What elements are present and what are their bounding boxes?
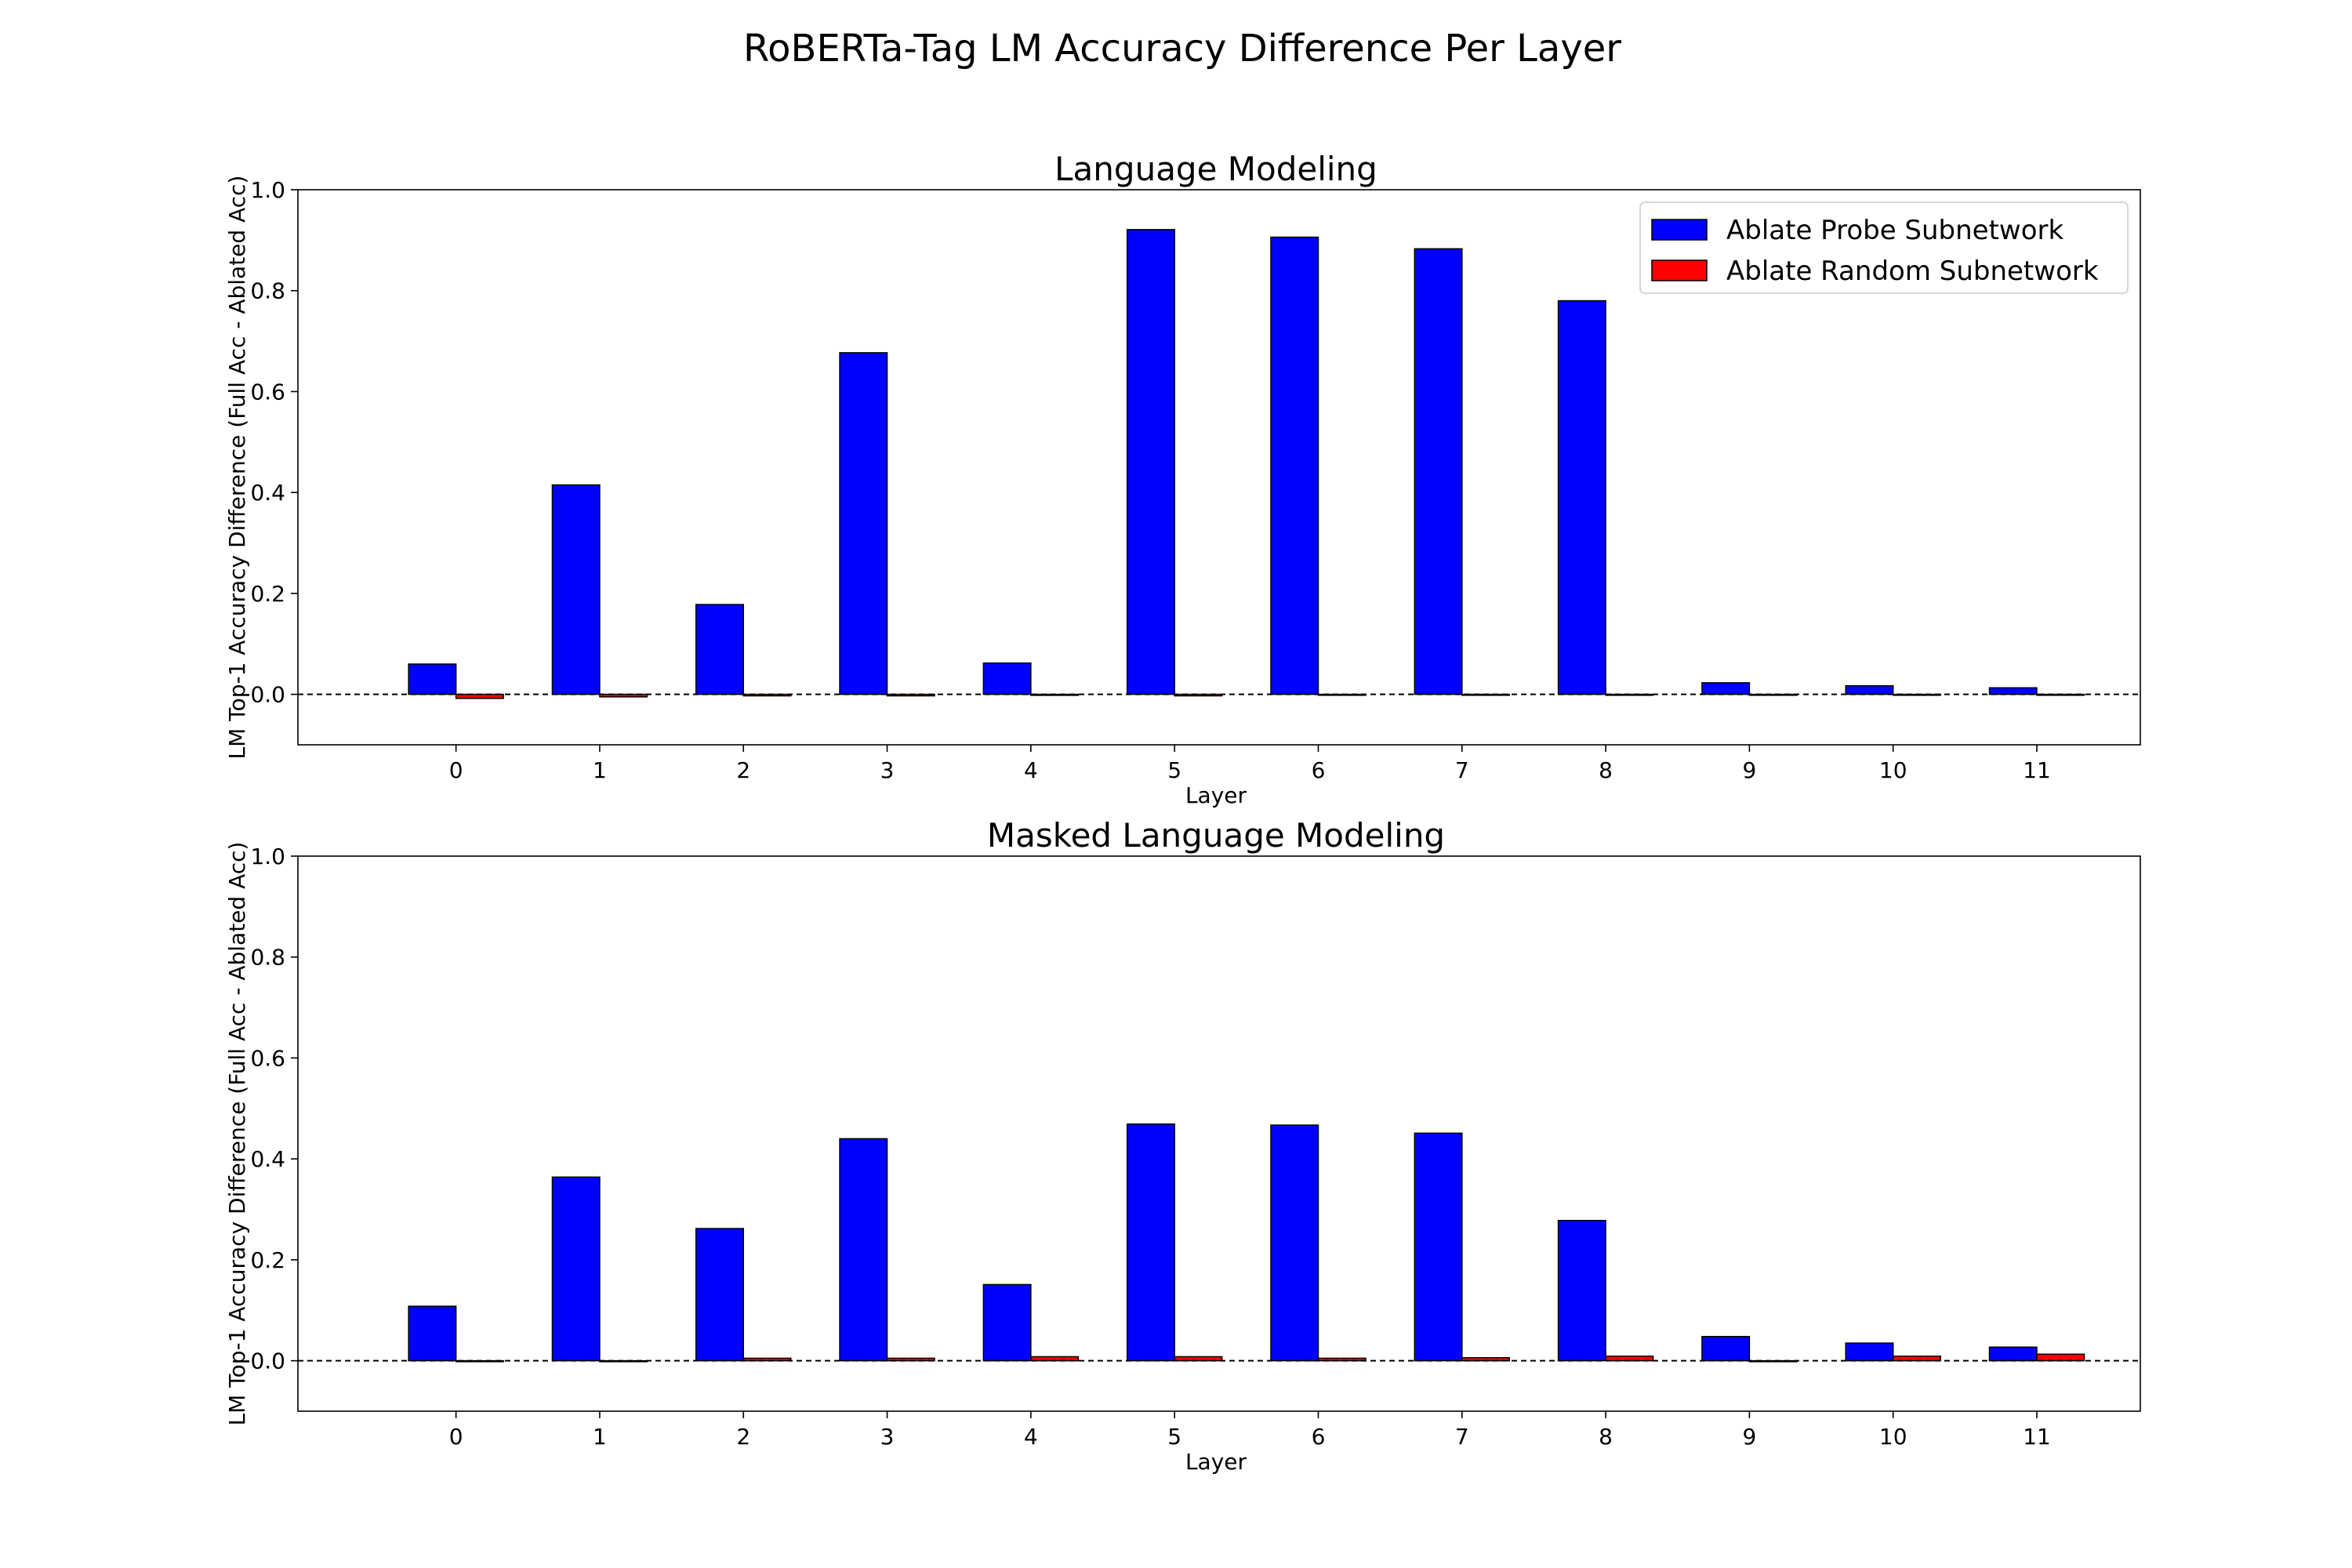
- bar: [982, 1283, 1032, 1362]
- bar: [1317, 1357, 1367, 1362]
- axes-frame: [297, 189, 2141, 746]
- x-tick-label: 8: [1599, 757, 1613, 783]
- x-tick-label: 7: [1455, 1424, 1469, 1450]
- bar: [1126, 1123, 1175, 1362]
- y-tick-label: 0.6: [250, 379, 285, 405]
- series-1: [408, 1123, 2038, 1362]
- bar: [599, 693, 648, 698]
- x-axis: 0 1 2 3 4 5 6 7 8 9 10 11: [449, 1411, 2051, 1450]
- bar: [839, 1138, 888, 1362]
- y-tick-label: 0.8: [250, 278, 285, 304]
- y-tick-label: 0.2: [250, 1247, 285, 1273]
- bar: [1845, 1342, 1894, 1362]
- subplot-1: Language Modeling 0.0 0.2 0.4 0.6 0.8 1.0 0 1 2 3 4…: [224, 150, 2141, 808]
- x-tick-label: 1: [593, 757, 607, 783]
- bar: [695, 604, 745, 695]
- bar: [551, 484, 601, 695]
- bar: [1126, 229, 1175, 695]
- figure-title: RoBERTa-Tag LM Accuracy Difference Per L…: [743, 27, 1621, 71]
- x-tick-label: 11: [2023, 757, 2051, 783]
- x-tick-label: 9: [1742, 757, 1756, 783]
- legend-label: Ablate Random Subnetwork: [1726, 256, 2099, 287]
- x-tick-label: 4: [1024, 1424, 1038, 1450]
- x-tick-label: 7: [1455, 757, 1469, 783]
- x-axis-label: Layer: [1185, 1449, 1247, 1475]
- bar: [1174, 1356, 1223, 1362]
- x-tick-label: 9: [1742, 1424, 1756, 1450]
- axes-frame: [297, 855, 2141, 1412]
- x-tick-label: 5: [1167, 757, 1181, 783]
- bar: [1701, 682, 1751, 695]
- subplot-title: Language Modeling: [1054, 150, 1377, 188]
- bar: [1414, 248, 1463, 695]
- x-tick-label: 3: [880, 757, 895, 783]
- bar: [408, 663, 457, 695]
- y-tick-label: 0.4: [250, 480, 285, 506]
- x-tick-label: 10: [1879, 757, 1907, 783]
- bar: [1988, 1346, 2038, 1362]
- legend-label: Ablate Probe Subnetwork: [1726, 215, 2064, 246]
- bar: [982, 662, 1032, 695]
- x-tick-label: 6: [1312, 757, 1326, 783]
- y-tick-label: 0.0: [250, 682, 285, 708]
- legend-swatch: [1651, 260, 1708, 281]
- bar: [1845, 684, 1894, 695]
- bar: [1414, 1132, 1463, 1362]
- x-tick-label: 2: [736, 757, 750, 783]
- y-axis-label: LM Top-1 Accuracy Difference (Full Acc -…: [224, 842, 250, 1426]
- x-tick-label: 11: [2023, 1424, 2051, 1450]
- series-1: [408, 229, 2038, 695]
- x-axis: 0 1 2 3 4 5 6 7 8 9 10 11: [449, 745, 2051, 783]
- y-axis-label: LM Top-1 Accuracy Difference (Full Acc -…: [224, 176, 250, 760]
- bar: [551, 1176, 601, 1362]
- bar: [2036, 1353, 2085, 1362]
- subplot-2: Masked Language Modeling 0.0 0.2 0.4 0.6 0.8 1…: [224, 816, 2141, 1475]
- y-tick-label: 0.8: [250, 945, 285, 971]
- y-tick-label: 1.0: [250, 844, 285, 869]
- y-tick-label: 0.6: [250, 1045, 285, 1071]
- x-tick-label: 2: [736, 1424, 750, 1450]
- bar: [1988, 687, 2038, 695]
- y-tick-label: 1.0: [250, 177, 285, 203]
- subplot-title: Masked Language Modeling: [987, 816, 1445, 855]
- x-tick-label: 6: [1312, 1424, 1326, 1450]
- x-tick-label: 4: [1024, 757, 1038, 783]
- y-tick-label: 0.4: [250, 1146, 285, 1172]
- y-axis: 0.0 0.2 0.4 0.6 0.8 1.0: [250, 177, 298, 708]
- bar: [1557, 299, 1606, 695]
- bar: [408, 1305, 457, 1362]
- x-tick-label: 5: [1167, 1424, 1181, 1450]
- subplots: Language Modeling 0.0 0.2 0.4 0.6 0.8 1.0 0 1 2 3 4…: [224, 150, 2141, 1475]
- x-tick-label: 10: [1879, 1424, 1907, 1450]
- bar: [1557, 1219, 1606, 1362]
- bar: [1701, 1335, 1751, 1362]
- bar: [839, 352, 888, 695]
- legend: Ablate Probe Subnetwork Ablate Random Sub…: [1639, 201, 2129, 294]
- bar: [742, 1357, 792, 1362]
- x-tick-label: 3: [880, 1424, 895, 1450]
- y-tick-label: 0.2: [250, 581, 285, 607]
- legend-box: [1639, 201, 2129, 294]
- x-tick-label: 1: [593, 1424, 607, 1450]
- x-tick-label: 0: [449, 1424, 463, 1450]
- legend-swatch: [1651, 219, 1708, 241]
- x-tick-label: 0: [449, 757, 463, 783]
- x-axis-label: Layer: [1185, 782, 1247, 808]
- bar: [1270, 236, 1319, 695]
- x-tick-label: 8: [1599, 1424, 1613, 1450]
- y-axis: 0.0 0.2 0.4 0.6 0.8 1.0: [250, 844, 298, 1374]
- bar: [695, 1228, 745, 1362]
- bar: [1270, 1124, 1319, 1362]
- y-tick-label: 0.0: [250, 1348, 285, 1374]
